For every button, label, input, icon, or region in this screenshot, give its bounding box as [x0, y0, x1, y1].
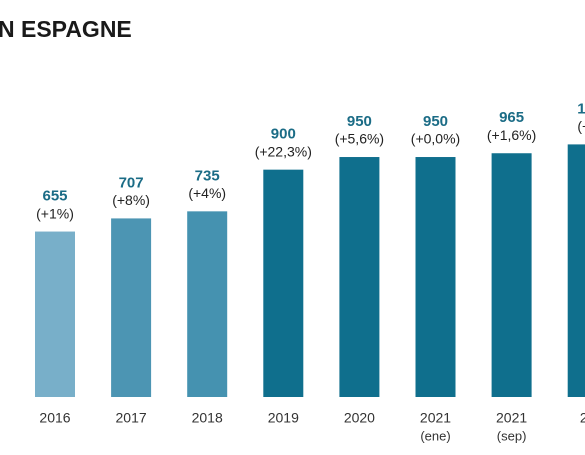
bar — [567, 144, 585, 397]
x-tick-label: 2016 — [39, 410, 70, 426]
value-label: 1.0 — [577, 100, 585, 117]
x-tick-label: 2021 — [420, 410, 451, 426]
value-label: 707 — [119, 174, 144, 191]
bar — [263, 169, 304, 397]
bar — [491, 153, 532, 397]
x-tick-label: 2018 — [192, 410, 223, 426]
x-tick-label: 2020 — [344, 410, 375, 426]
chart-title: N ESPAGNE — [0, 16, 132, 42]
bar — [111, 218, 152, 397]
bar — [339, 157, 380, 397]
change-label: (+8%) — [112, 192, 150, 208]
value-label: 735 — [195, 167, 220, 184]
x-tick-note: (sep) — [497, 428, 527, 443]
change-label: (+22,3%) — [255, 143, 312, 159]
change-label: (+0,0%) — [411, 131, 460, 147]
change-label: (+1,6%) — [487, 127, 536, 143]
bar — [187, 211, 228, 397]
bar — [35, 231, 75, 397]
x-tick-label: 20 — [580, 410, 585, 426]
x-tick-label: 2021 — [496, 410, 527, 426]
bar — [415, 157, 456, 397]
value-label: 655 — [42, 188, 67, 205]
x-tick-label: 2017 — [116, 410, 147, 426]
change-label: (+4%) — [188, 185, 226, 201]
x-tick-label: 2019 — [268, 410, 299, 426]
change-label: (+1%) — [36, 205, 74, 221]
change-label: (+3 — [577, 118, 585, 134]
change-label: (+5,6%) — [335, 131, 384, 147]
x-tick-note: (ene) — [420, 428, 450, 443]
value-label: 900 — [271, 126, 296, 143]
value-label: 950 — [423, 113, 448, 130]
value-label: 965 — [499, 109, 524, 126]
value-label: 950 — [347, 113, 372, 130]
